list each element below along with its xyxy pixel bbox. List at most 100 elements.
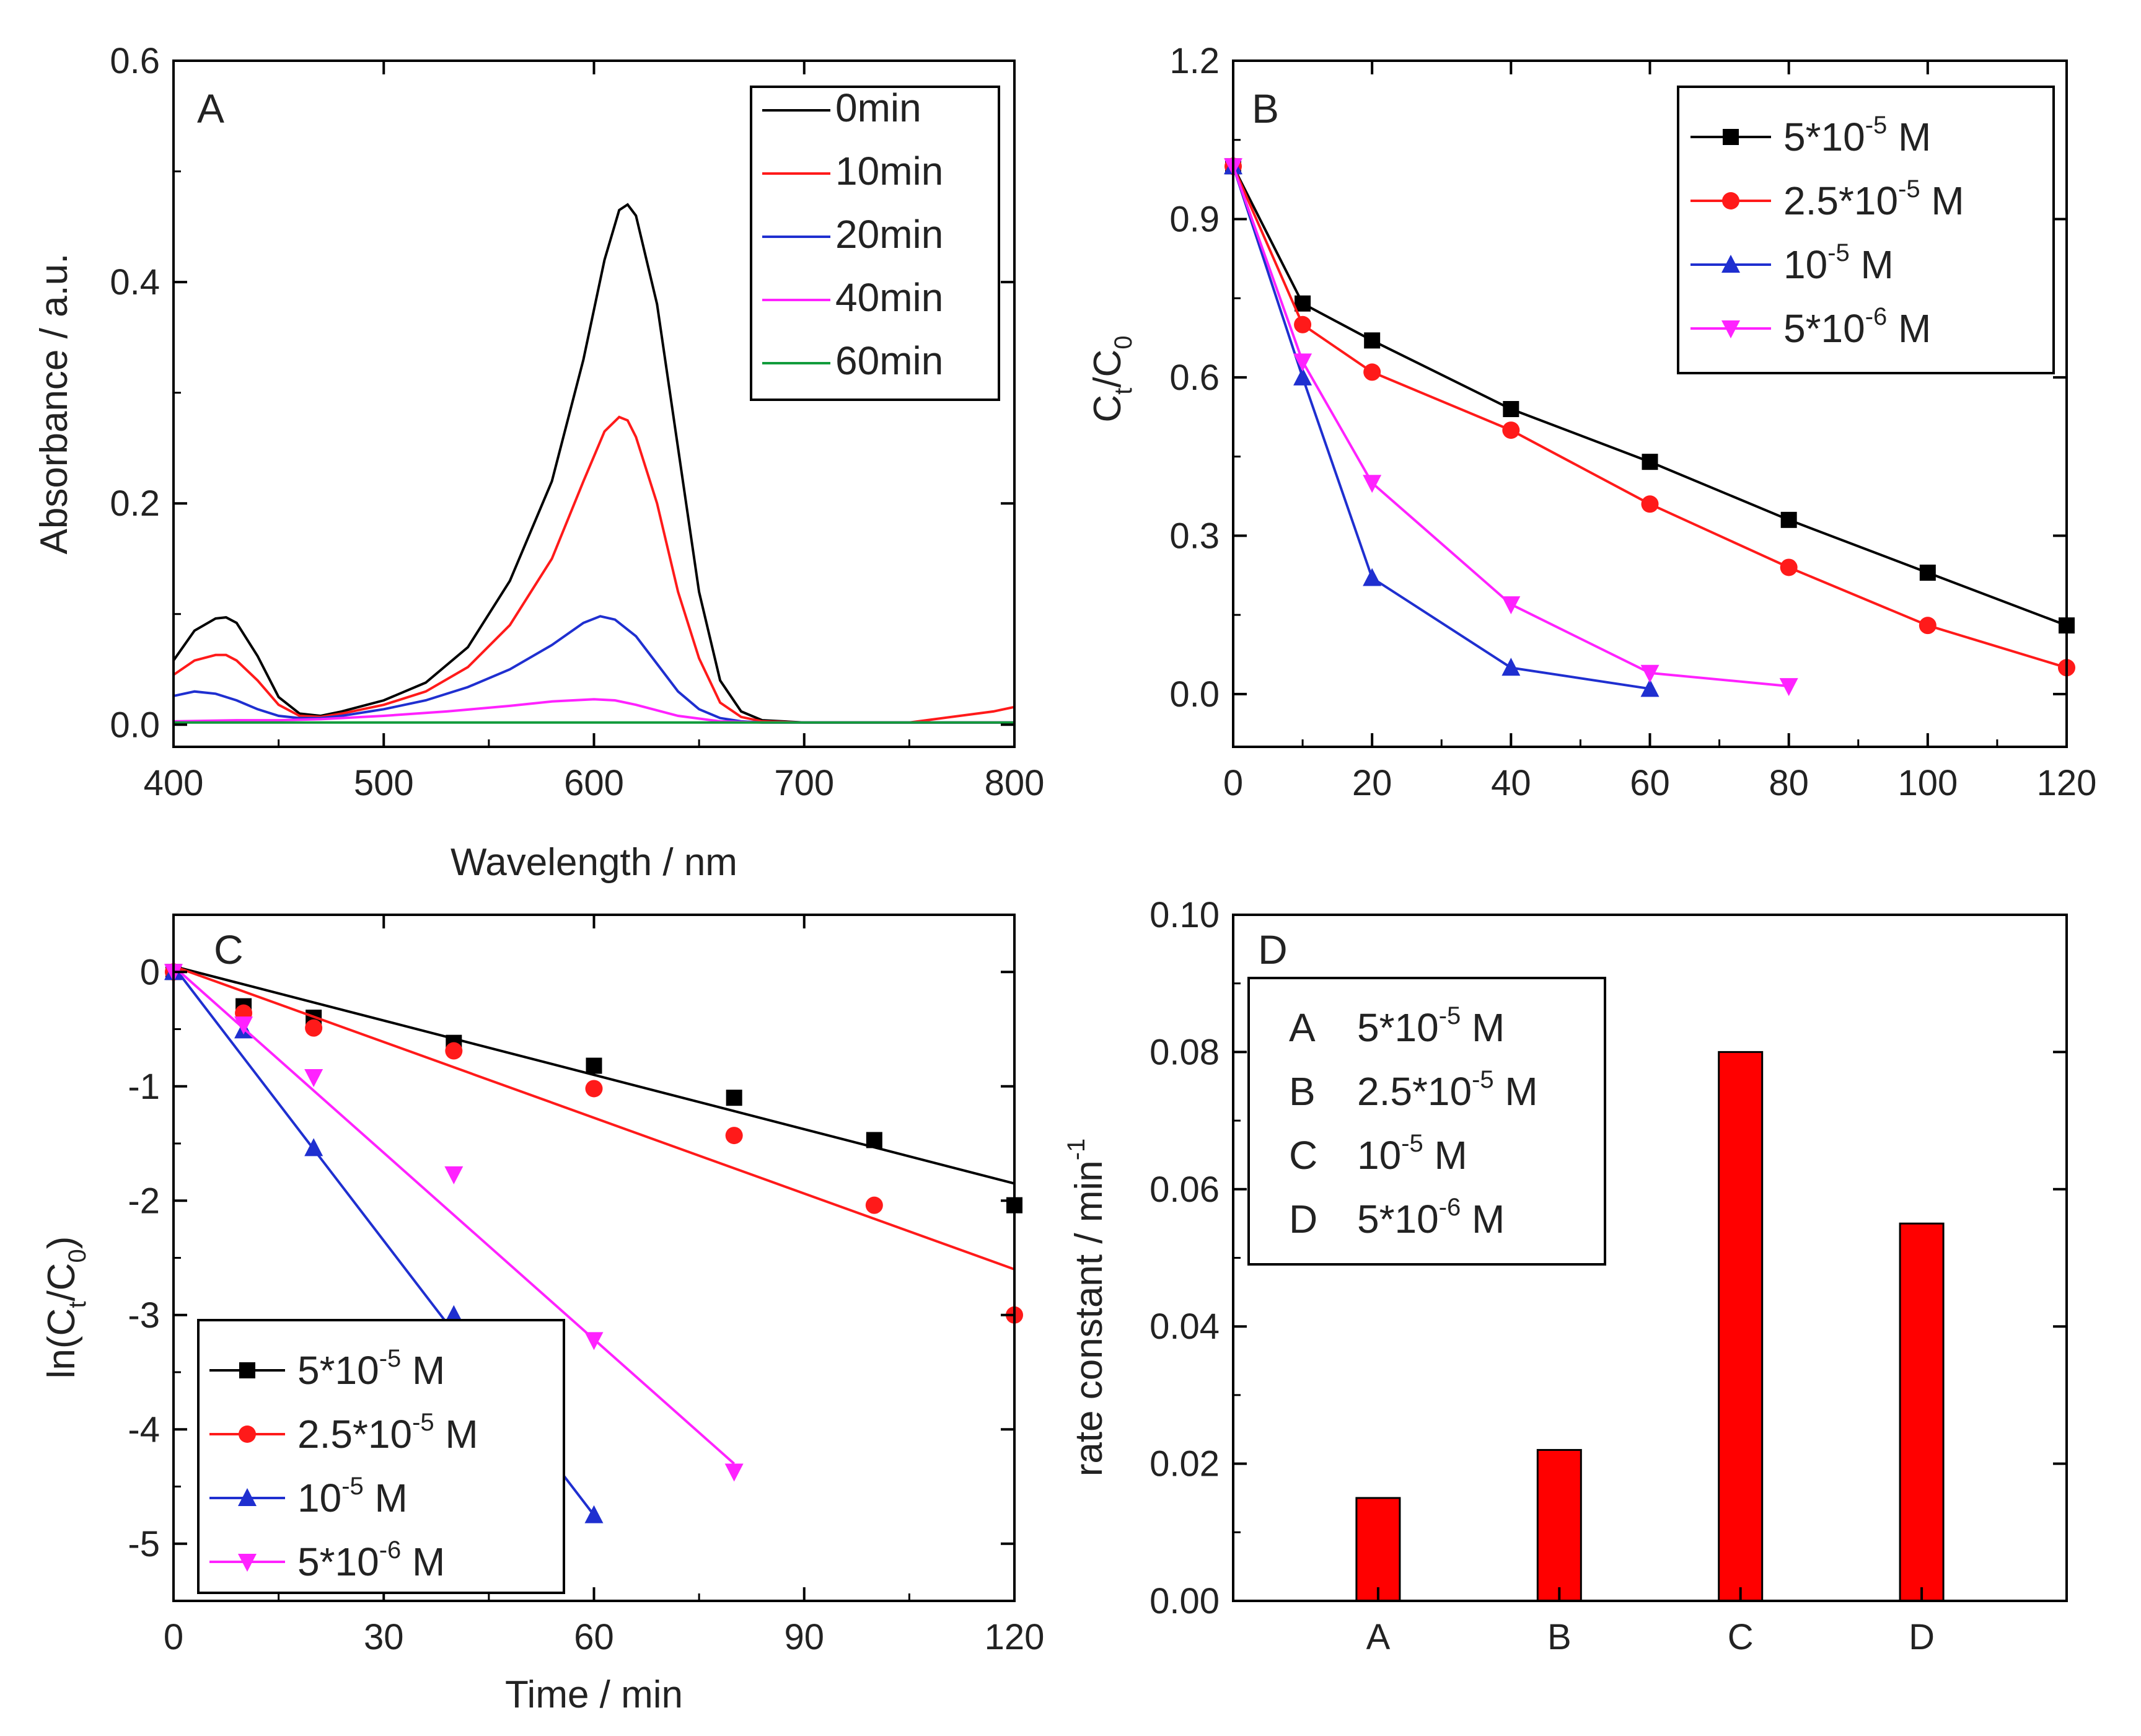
panel-a-xlabel: Wavelength / nm <box>451 841 737 884</box>
data-point <box>1640 664 1660 683</box>
data-point <box>1780 558 1798 576</box>
panel-c-xlabel: Time / min <box>505 1673 683 1716</box>
bar-B <box>1536 1448 1582 1602</box>
panel-b-ytick-label: 0.3 <box>1169 516 1220 556</box>
legend-marker <box>238 1488 257 1506</box>
panel-d-xtick-label: C <box>1728 1617 1754 1657</box>
panel-c-ytick-label: -2 <box>128 1181 160 1221</box>
legend-entry: 0min <box>835 86 921 130</box>
legend-entry: 10-5 M <box>297 1473 408 1520</box>
legend-entry: 40min <box>835 275 943 320</box>
series-line-40min <box>173 698 1014 724</box>
bar-C <box>1718 1051 1764 1602</box>
panel-c-ytick-label: -3 <box>128 1295 160 1336</box>
panel-d-xtick-label: A <box>1366 1617 1391 1657</box>
data-point <box>1641 495 1659 513</box>
panel-c-xtick-label: 60 <box>574 1617 614 1657</box>
legend-key: B <box>1289 1069 1316 1114</box>
legend-entry: 5*10-6 M <box>1357 1194 1505 1241</box>
legend-entry: 5*10-6 M <box>297 1536 445 1584</box>
data-point <box>444 1305 464 1323</box>
legend-entry: 20min <box>835 212 943 257</box>
data-point <box>1919 617 1937 635</box>
legend-marker <box>239 1362 255 1378</box>
panel-c-xtick-label: 30 <box>364 1617 404 1657</box>
panel-c: 0 30 60 90 120 0 -1 -2 -3 -4 -5 Time / min ln(Ct/C0)… <box>40 914 1044 1716</box>
series-line-2.5*10-5 M <box>1232 165 2067 669</box>
data-point <box>1294 315 1312 333</box>
data-point <box>865 1196 883 1214</box>
data-point <box>1363 568 1382 586</box>
data-point <box>304 1068 323 1087</box>
panel-c-xtick-label: 90 <box>784 1617 824 1657</box>
series-line-5*10-5 M <box>1232 165 2067 627</box>
panel-d-label: D <box>1258 927 1288 972</box>
legend-box <box>1677 86 2055 374</box>
series-line-10min <box>172 415 1015 724</box>
legend-entry: 2.5*10-5 M <box>1357 1066 1538 1114</box>
panel-a: 400 500 600 700 800 0.0 0.2 0.4 0.6 Wavelength / … <box>33 41 1044 884</box>
legend-marker <box>1721 320 1740 338</box>
fit-line-2.5*10-5 M <box>173 965 1015 1271</box>
panel-b-ytick-label: 0.6 <box>1169 358 1220 398</box>
legend-entry: 5*10-6 M <box>1783 303 1931 351</box>
panel-c-ytick-label: 0 <box>140 952 160 992</box>
legend-key: C <box>1289 1133 1317 1178</box>
legend-entry: 10-5 M <box>1783 239 1894 287</box>
panel-a-label: A <box>197 86 224 131</box>
panel-a-xtick-label: 400 <box>144 763 204 803</box>
legend-marker <box>1723 129 1739 145</box>
data-point <box>726 1090 742 1106</box>
panel-a-ytick-label: 0.6 <box>110 41 160 81</box>
data-point <box>305 1019 323 1037</box>
panel-b-ylabel: Ct/C0 <box>1086 335 1137 422</box>
series-line-5*10-6 M <box>1232 165 1789 688</box>
legend-box <box>197 1319 565 1594</box>
data-point <box>724 1463 744 1482</box>
legend-entry: 10-5 M <box>1357 1130 1467 1178</box>
panel-c-ylabel: ln(Ct/C0) <box>40 1236 91 1379</box>
legend-entry: 2.5*10-5 M <box>1783 175 1964 223</box>
data-point <box>1363 363 1381 381</box>
fit-line-5*10-5 M <box>173 965 1015 1185</box>
panel-d-legend: A 5*10-5 M B 2.5*10-5 M C 10-5 M D 5*10-6 M <box>1247 977 1606 1266</box>
series-line-20min <box>173 615 1014 724</box>
panel-d-ytick-label: 0.08 <box>1150 1032 1220 1072</box>
panel-a-xtick-label: 800 <box>985 763 1045 803</box>
legend-key: A <box>1289 1005 1316 1050</box>
legend-marker <box>239 1425 256 1443</box>
panel-a-ytick-label: 0.0 <box>110 705 160 745</box>
panel-b: 0 20 40 60 80 100 120 0.0 0.3 0.6 0.9 1.2 Ct/C0 B 5*10… <box>1086 41 2096 803</box>
data-point <box>1501 658 1521 676</box>
data-point <box>586 1057 602 1074</box>
data-point <box>1642 454 1658 470</box>
data-point <box>1293 353 1312 372</box>
series-line-10-5 M <box>1232 165 1650 690</box>
legend-entry: 5*10-5 M <box>1357 1002 1505 1050</box>
data-point <box>1364 332 1381 349</box>
panel-a-xtick-label: 700 <box>774 763 834 803</box>
panel-d-ytick-label: 0.04 <box>1150 1306 1220 1347</box>
data-point <box>1363 475 1382 493</box>
panel-a-xtick-label: 600 <box>564 763 624 803</box>
data-point <box>234 1016 253 1035</box>
legend-entry: 5*10-5 M <box>1783 112 1931 159</box>
bar-D <box>1899 1222 1945 1602</box>
bar-A <box>1355 1497 1401 1602</box>
data-point <box>1501 596 1521 615</box>
legend-key: D <box>1289 1197 1317 1241</box>
panel-d-ytick-label: 0.02 <box>1150 1444 1220 1484</box>
legend-marker <box>238 1554 257 1572</box>
series-line-0min <box>172 203 1014 724</box>
panel-c-legend: 5*10-5 M 2.5*10-5 M 10-5 M 5*10-6 M <box>197 1319 565 1594</box>
data-point <box>304 1138 323 1157</box>
data-point <box>866 1132 882 1148</box>
panel-a-ylabel: Absorbance / a.u. <box>33 253 76 555</box>
panel-b-ytick-label: 1.2 <box>1169 41 1220 81</box>
panel-b-xtick-label: 40 <box>1491 763 1531 803</box>
legend-marker <box>1721 255 1740 273</box>
data-point <box>1919 564 1936 581</box>
panel-b-xtick-label: 120 <box>2037 763 2097 803</box>
